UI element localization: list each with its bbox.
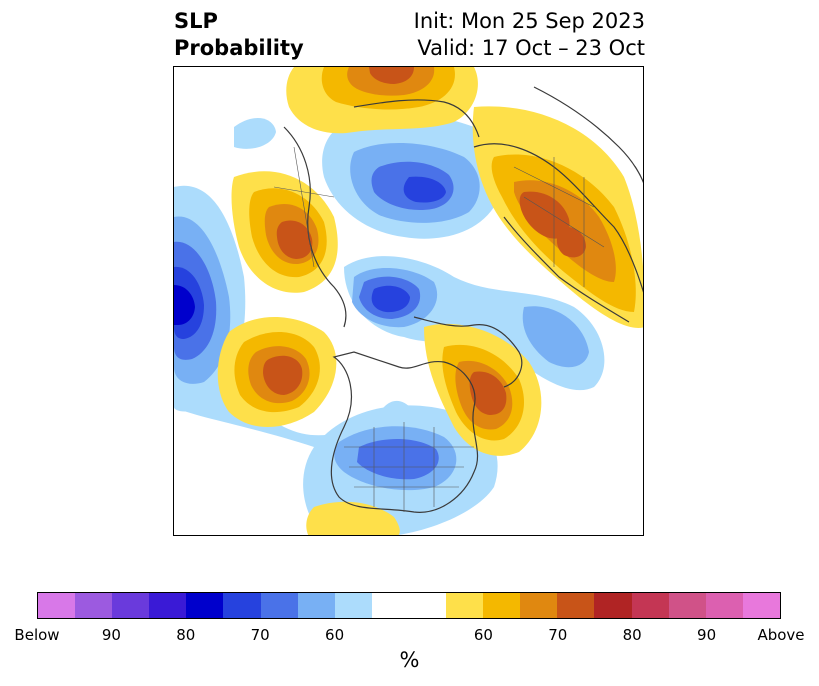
colorbar-swatch [520,593,558,618]
borders [273,146,605,512]
colorbar-tick-label: 80 [176,626,196,644]
map-panel [173,66,644,536]
title-valid-range: Valid: 17 Oct – 23 Oct [417,36,645,60]
map-title-right: Init: Mon 25 Sep 2023 Valid: 17 Oct – 23… [414,8,645,62]
colorbar-tick-label: Above [757,626,805,644]
colorbar-swatch [149,593,187,618]
colorbar-ticks: Below 90 80 70 60 60 70 80 90 Above [0,626,819,646]
colorbar-tick-label: 60 [325,626,345,644]
above-region-north-arctic-80 [369,67,414,84]
above-region-south [306,501,400,535]
title-quantity: Probability [174,36,304,60]
colorbar-tick-label: 70 [250,626,270,644]
below-region-east-atlantic-60 [522,306,589,368]
coastlines [283,86,643,513]
above-region-west-na-80 [263,355,303,395]
colorbar-swatch [334,593,372,618]
colorbar-swatch [446,593,484,618]
colorbar-swatch [112,593,150,618]
colorbar-tick-label: Below [14,626,60,644]
above-region-siberia-80b [556,226,586,258]
title-variable: SLP [174,9,218,33]
colorbar-swatch [260,593,298,618]
title-init-date: Init: Mon 25 Sep 2023 [413,9,645,33]
below-region-arctic-80 [403,176,446,203]
colorbar-swatch [705,593,743,618]
colorbar-swatch [223,593,261,618]
colorbar-swatch [186,593,224,618]
map-title-left: SLP Probability [174,8,304,62]
colorbar-tick-label: 90 [697,626,717,644]
above-region-greenland-sea-80 [469,371,507,415]
above-region-siberia-80 [519,191,570,239]
colorbar-tick-label: 70 [548,626,568,644]
colorbar-tick-label: 60 [473,626,493,644]
colorbar-swatch [483,593,521,618]
below-region-west-90 [174,285,195,325]
colorbar-swatch [594,593,632,618]
colorbar [37,592,781,619]
above-region-north-pacific-80 [276,220,313,259]
colorbar-tick-label: 80 [622,626,642,644]
below-region-nw-pacific [234,117,276,149]
below-region-na-70 [357,438,439,480]
colorbar-swatch [38,593,76,618]
colorbar-swatch [742,593,780,618]
below-region-atlantic-80 [371,285,410,313]
colorbar-swatch [631,593,669,618]
colorbar-swatch [408,593,447,618]
colorbar-swatch [668,593,706,618]
colorbar-swatch [75,593,113,618]
colorbar-swatch [297,593,335,618]
colorbar-swatch [371,593,409,618]
colorbar-swatch [557,593,595,618]
probability-map [174,67,643,535]
colorbar-tick-label: 90 [101,626,121,644]
map-globe [174,67,643,535]
colorbar-label: % [399,648,420,672]
